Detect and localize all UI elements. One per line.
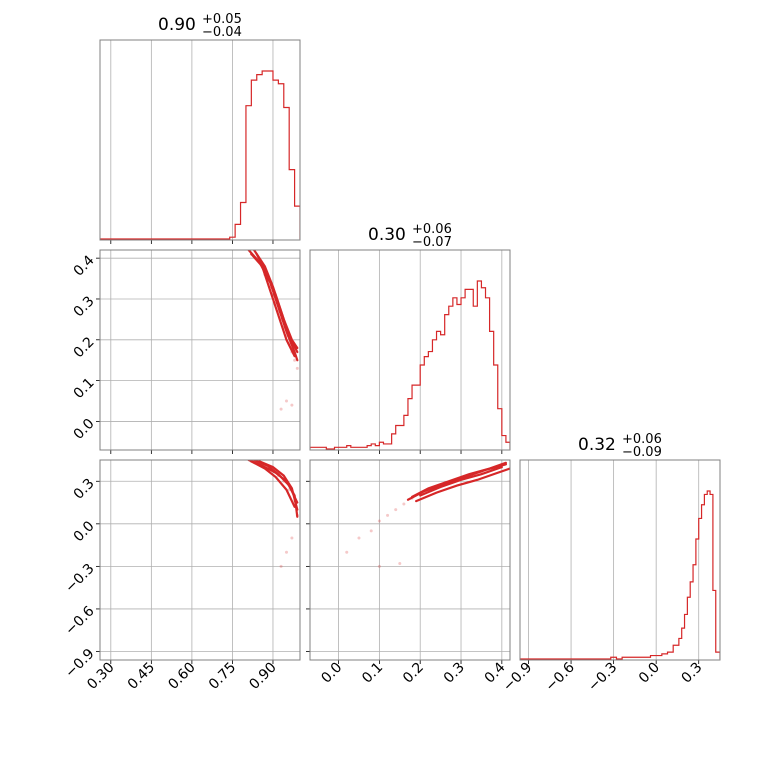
scatter-point xyxy=(357,536,361,540)
scatter-p2_vs_p0 xyxy=(247,460,299,568)
x-tick-label: 0.1 xyxy=(359,660,386,687)
scatter-point xyxy=(377,519,381,523)
x-tick-label: 0.45 xyxy=(125,660,158,693)
scatter-panel-p2_vs_p0 xyxy=(96,459,301,664)
histogram-1 xyxy=(310,280,510,450)
y-tick-label: 0.2 xyxy=(71,334,98,361)
x-tick-label: 0.0 xyxy=(636,660,663,687)
x-tick-label: −0.6 xyxy=(543,659,578,694)
hist-title-1: 0.30 xyxy=(368,225,406,245)
panel-frame xyxy=(309,249,511,451)
scatter-panel-p1_vs_p0 xyxy=(96,249,301,454)
hist-panel-0 xyxy=(99,39,301,244)
hist-title-plus-0: +0.05 xyxy=(202,12,242,27)
y-tick-label: 0.3 xyxy=(71,476,98,503)
histogram-step-2 xyxy=(520,490,720,660)
x-tick-label: 0.0 xyxy=(318,660,345,687)
y-tick-label: −0.6 xyxy=(62,603,97,638)
hist-title-minus-1: −0.07 xyxy=(412,235,452,250)
hist-panel-2 xyxy=(519,459,721,664)
hist-title-plus-1: +0.06 xyxy=(412,222,452,237)
scatter-panel-p2_vs_p1 xyxy=(306,459,511,664)
x-tick-label: 0.2 xyxy=(400,660,427,687)
x-tick-label: 0.3 xyxy=(441,660,468,687)
hist-panel-1 xyxy=(309,249,511,454)
panel-frame xyxy=(99,39,301,241)
contour-line xyxy=(250,460,296,508)
contour-line xyxy=(415,467,510,503)
scatter-point xyxy=(293,358,297,362)
scatter-point xyxy=(377,564,381,568)
x-tick-label: −0.9 xyxy=(500,660,535,695)
contour-line xyxy=(258,460,299,511)
y-tick-label: 0.0 xyxy=(71,518,98,545)
y-tick-label: 0.1 xyxy=(71,375,98,402)
hist-title-minus-2: −0.09 xyxy=(622,445,662,460)
hist-title-2: 0.32 xyxy=(578,435,616,455)
scatter-p1_vs_p0 xyxy=(247,250,299,411)
scatter-point xyxy=(394,508,398,512)
x-tick-label: 0.75 xyxy=(206,660,239,693)
panel-frame xyxy=(309,459,511,661)
histogram-step-0 xyxy=(100,70,300,240)
hist-title-0: 0.90 xyxy=(158,15,196,35)
panel-frame xyxy=(99,459,301,661)
y-tick-label: −0.3 xyxy=(62,561,97,596)
x-tick-label: 0.60 xyxy=(165,660,198,693)
contour-line xyxy=(250,252,296,358)
scatter-point xyxy=(345,550,349,554)
scatter-point xyxy=(295,366,299,370)
scatter-point xyxy=(398,562,402,566)
panel-frame xyxy=(99,249,301,451)
scatter-point xyxy=(279,407,283,411)
x-tick-label: 0.90 xyxy=(246,660,279,693)
scatter-point xyxy=(402,502,406,506)
hist-title-minus-0: −0.04 xyxy=(202,25,242,40)
scatter-point xyxy=(369,529,373,533)
scatter-point xyxy=(290,403,294,407)
scatter-point xyxy=(284,550,288,554)
contour-line xyxy=(255,252,299,350)
scatter-point xyxy=(290,536,294,540)
y-tick-label: 0.3 xyxy=(71,293,98,320)
histogram-2 xyxy=(520,490,720,660)
hist-title-plus-2: +0.06 xyxy=(622,432,662,447)
scatter-point xyxy=(284,399,288,403)
histogram-step-1 xyxy=(310,280,510,450)
scatter-p2_vs_p1 xyxy=(345,461,510,568)
scatter-point xyxy=(386,513,390,517)
x-tick-label: −0.3 xyxy=(585,660,620,695)
contour-line xyxy=(410,461,508,498)
y-tick-label: 0.4 xyxy=(71,252,98,279)
scatter-point xyxy=(279,564,283,568)
panel-frame xyxy=(519,459,721,661)
x-tick-label: 0.3 xyxy=(678,660,705,687)
y-tick-label: 0.0 xyxy=(71,416,98,443)
histogram-0 xyxy=(100,70,300,240)
contour-line xyxy=(419,465,503,497)
